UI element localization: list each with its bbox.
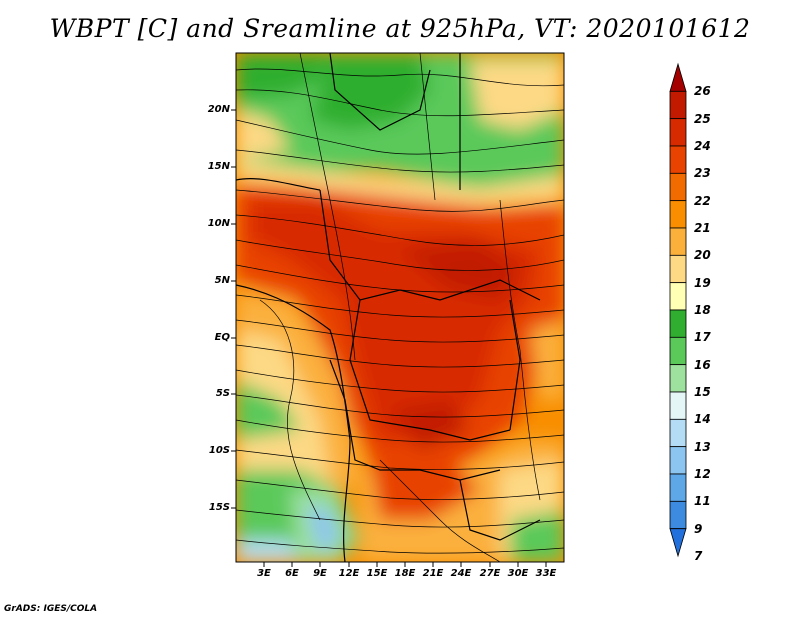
colorbar-segment bbox=[669, 364, 687, 393]
lat-label: 5N bbox=[214, 275, 230, 286]
colorbar-segment bbox=[669, 500, 687, 530]
colorbar-label: 25 bbox=[694, 111, 711, 126]
colorbar-label: 11 bbox=[694, 494, 711, 509]
lon-label: 15E bbox=[366, 568, 388, 579]
lon-label: 18E bbox=[394, 568, 416, 579]
temperature-field bbox=[236, 53, 564, 562]
colorbar-label: 17 bbox=[694, 330, 711, 345]
colorbar-segment bbox=[669, 118, 687, 147]
colorbar-segment bbox=[669, 391, 687, 420]
lon-label: 27E bbox=[479, 568, 501, 579]
colorbar-label: 16 bbox=[694, 357, 711, 372]
colorbar-segment bbox=[669, 446, 687, 475]
colorbar-label: 13 bbox=[694, 439, 711, 454]
colorbar-label: 20 bbox=[694, 248, 711, 263]
colorbar-segment bbox=[669, 227, 687, 256]
lat-label: 20N bbox=[207, 104, 230, 115]
lat-label: 15N bbox=[207, 161, 230, 172]
footer-credit: GrADS: IGES/COLA bbox=[4, 604, 98, 614]
colorbar-label: 18 bbox=[694, 303, 711, 317]
colorbar-segment bbox=[669, 309, 687, 338]
colorbar-segment bbox=[669, 90, 687, 120]
colorbar-label: 12 bbox=[694, 467, 711, 481]
lon-label: 12E bbox=[338, 568, 360, 579]
lon-label: 6E bbox=[285, 568, 299, 579]
lat-label: 10S bbox=[208, 445, 230, 456]
colorbar-label: 26 bbox=[694, 84, 711, 99]
lon-label: 9E bbox=[313, 568, 327, 579]
colorbar-label: 23 bbox=[694, 166, 711, 181]
streamlines bbox=[236, 53, 564, 562]
colorbar-label: 14 bbox=[694, 412, 711, 427]
colorbar-segment bbox=[669, 473, 687, 502]
lon-label: 3E bbox=[257, 568, 271, 579]
axis-ticks bbox=[231, 109, 547, 567]
colorbar-label: 9 bbox=[694, 521, 703, 536]
colorbar-label: 22 bbox=[694, 193, 711, 208]
colorbar-label: 7 bbox=[694, 549, 703, 563]
country-borders bbox=[236, 53, 541, 562]
colorbar-segment bbox=[669, 200, 687, 229]
colorbar-segment bbox=[669, 254, 687, 284]
colorbar-segment bbox=[669, 418, 687, 448]
lon-label: 33E bbox=[535, 568, 557, 579]
lat-label: 5S bbox=[215, 388, 230, 399]
map-title: WBPT [C] and Sreamline at 925hPa, VT: 20… bbox=[49, 14, 751, 43]
colorbar-segment bbox=[669, 62, 687, 92]
lon-label: 24E bbox=[450, 568, 472, 579]
lat-label: 10N bbox=[207, 218, 230, 229]
colorbar-label: 19 bbox=[694, 275, 711, 290]
lat-label: 15S bbox=[208, 502, 230, 513]
colorbar-segment bbox=[669, 145, 687, 174]
colorbar-label: 24 bbox=[694, 139, 711, 153]
colorbar-label: 21 bbox=[694, 221, 711, 235]
lon-label: 21E bbox=[422, 568, 444, 579]
colorbar-segment bbox=[669, 282, 687, 311]
lon-label: 30E bbox=[507, 568, 529, 579]
colorbar-label: 15 bbox=[694, 385, 711, 399]
colorbar-segment bbox=[669, 528, 687, 558]
lat-label: EQ bbox=[214, 332, 230, 343]
colorbar-segment bbox=[669, 336, 687, 366]
map-frame bbox=[235, 52, 565, 563]
colorbar-segment bbox=[669, 172, 687, 202]
